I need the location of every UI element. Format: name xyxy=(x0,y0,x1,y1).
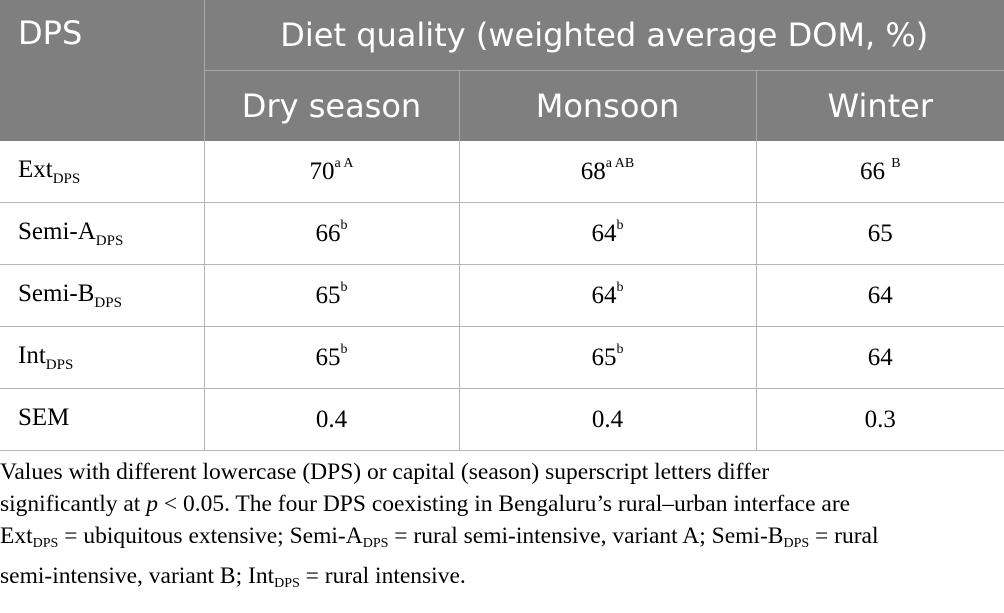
footnote-line: semi-intensive, variant B; IntDPS = rura… xyxy=(0,563,466,591)
table-cell: 65 xyxy=(755,202,1004,265)
table-cell: 0.4 xyxy=(458,388,756,451)
table-row: Semi-ADPS 66b 64b 65 xyxy=(0,202,1004,265)
table-cell: 64 xyxy=(755,264,1004,327)
table-row: IntDPS 65b 65b 64 xyxy=(0,326,1004,389)
table-cell: 64 xyxy=(755,326,1004,389)
row-label: ExtDPS xyxy=(0,141,204,203)
table-cell: 66b xyxy=(203,202,459,265)
table-cell: 66 B xyxy=(755,141,1004,203)
table-container: DPS Diet quality (weighted average DOM, … xyxy=(0,0,1004,451)
row-label: SEM xyxy=(0,388,204,451)
footnote-line: Values with different lowercase (DPS) or… xyxy=(0,459,770,485)
table-row: ExtDPS 70a A 68a AB 66 B xyxy=(0,141,1004,203)
table-cell: 64b xyxy=(458,202,756,265)
table-cell: 68a AB xyxy=(458,141,756,203)
table-cell: 65b xyxy=(458,326,756,389)
row-label: IntDPS xyxy=(0,326,204,389)
diet-quality-header: Diet quality (weighted average DOM, %) xyxy=(203,0,1004,71)
col-header-dry-season: Dry season xyxy=(203,70,459,141)
row-label: Semi-BDPS xyxy=(0,264,204,327)
footnote-line: significantly at p < 0.05. The four DPS … xyxy=(0,491,851,517)
table-row: SEM 0.4 0.4 0.3 xyxy=(0,388,1004,451)
col-header-winter: Winter xyxy=(755,70,1004,141)
table-row: Semi-BDPS 65b 64b 64 xyxy=(0,264,1004,327)
table-cell: 0.3 xyxy=(755,388,1004,451)
dps-header: DPS xyxy=(0,0,204,141)
table-cell: 65b xyxy=(203,326,459,389)
table-cell: 65b xyxy=(203,264,459,327)
col-header-monsoon: Monsoon xyxy=(458,70,756,141)
footnote-line: ExtDPS = ubiquitous extensive; Semi-ADPS… xyxy=(0,523,879,551)
diet-quality-table: DPS Diet quality (weighted average DOM, … xyxy=(0,0,1004,451)
table-cell: 64b xyxy=(458,264,756,327)
table-footnote: Values with different lowercase (DPS) or… xyxy=(0,456,990,600)
table-cell: 70a A xyxy=(203,141,459,203)
table-cell: 0.4 xyxy=(203,388,459,451)
row-label: Semi-ADPS xyxy=(0,202,204,265)
